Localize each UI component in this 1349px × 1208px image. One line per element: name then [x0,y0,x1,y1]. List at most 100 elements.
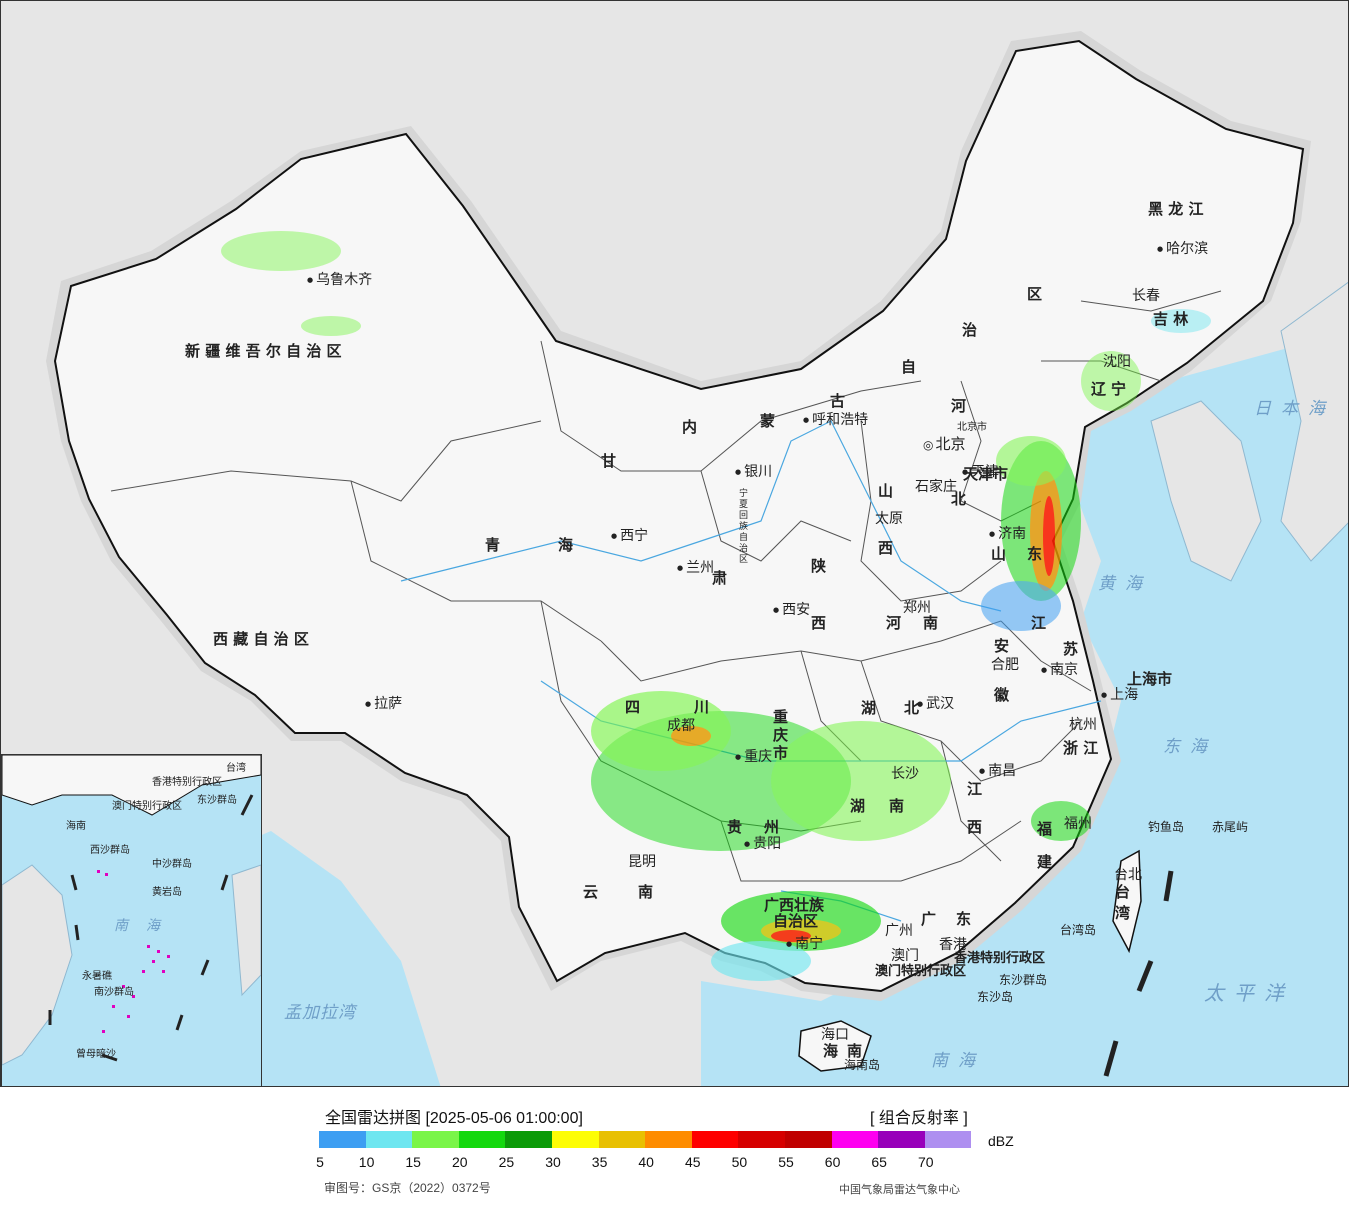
sea-east: 东海 [1163,737,1217,757]
region-guizhou-a: 贵 [727,818,743,836]
legend-swatch [924,1131,972,1148]
city-fuzhou: 福州 [1064,816,1092,832]
city-changsha: 长沙 [891,766,919,782]
region-shanxi-a: 山 [878,482,894,500]
legend-tick-label: 10 [358,1154,375,1170]
inset-label-sea: 南海 [114,918,178,934]
inset-canvas [2,755,261,1066]
legend-swatch [784,1131,832,1148]
city-haikou: 海口 [821,1027,849,1043]
legend-unit: dBZ [988,1133,1014,1149]
city-taibei: 台北 [1114,867,1142,883]
city-wuhan: 武汉 [917,693,954,713]
legend-swatch [551,1131,599,1148]
inset-nine-dash [48,794,254,1062]
legend-tick-label: 20 [452,1154,468,1170]
city-nanchang: 南昌 [979,760,1016,780]
region-guangxi-b: 自治区 [773,912,819,930]
region-hainan-b: 南 [847,1042,863,1060]
south-china-sea-inset: 海南 香港特别行政区 澳门特别行政区 东沙群岛 西沙群岛 中沙群岛 黄岩岛 永暑… [1,754,262,1087]
legend-swatch [738,1131,785,1148]
region-taiwan-a: 台 [1115,883,1131,901]
region-hubei-a: 湖 [861,699,877,717]
legend-product: [ 组合反射率 ] [870,1110,968,1127]
region-shaanxi-a: 陕 [811,557,827,575]
region-neimenggu-d: 自 [901,358,917,376]
region-anhui-a: 安 [994,637,1010,655]
legend-swatch [412,1131,459,1148]
island-diaoyu: 钓鱼岛 [1148,820,1185,834]
city-macau: 澳门 [891,948,919,964]
region-guizhou-b: 州 [764,818,780,836]
legend-tick-label: 35 [591,1154,608,1170]
city-nanjing: 南京 [1041,659,1078,679]
region-hunan-a: 湖 [850,797,866,815]
region-neimenggu-a: 内 [682,418,698,436]
region-hunan-b: 南 [889,797,905,815]
hainan-land [798,1020,872,1072]
sea-japan: 日本海 [1254,399,1335,419]
region-guangdong-a: 广 [921,910,937,928]
inset-islands [97,870,170,1033]
legend-swatch [319,1131,366,1148]
region-anhui-b: 徽 [994,686,1010,704]
city-changchun: 长春 [1132,288,1160,304]
legend-tick-label: 55 [778,1154,794,1170]
legend-swatch [831,1131,879,1148]
inset-label-zhongsha: 中沙群岛 [152,859,192,870]
city-beijing: 北京 [923,433,965,454]
legend-ticks: 5 10 15 20 25 30 35 40 45 50 55 60 65 70 [0,1154,1349,1174]
inset-label-taiwan: 台湾 [226,763,246,774]
legend-swatch [878,1131,925,1148]
city-lhasa: 拉萨 [365,693,402,713]
sea-south: 南海 [931,1051,985,1071]
region-chongqing: 重庆市 [773,708,789,762]
legend-tick-label: 40 [638,1154,654,1170]
region-gansu-a: 甘 [601,452,617,470]
region-jilin: 吉 林 [1153,310,1189,328]
region-guangxi-a: 广西壮族 [764,896,825,914]
region-fujian-a: 福 [1037,820,1053,838]
radar-map: 新 疆 维 吾 尔 自 治 区 西 藏 自 治 区 青 海 甘 肃 内 蒙 古 … [0,0,1349,1087]
island-chiwei: 赤尾屿 [1212,820,1249,834]
region-neimenggu-c: 古 [830,392,846,410]
region-shanxi-b: 西 [878,539,894,557]
radar-echoes [221,231,1211,981]
region-macau: 澳门特别行政区 [875,964,967,979]
city-kunming: 昆明 [628,854,656,870]
legend-tick-label: 15 [405,1154,421,1170]
legend-swatch [458,1131,506,1148]
legend-tick-label: 60 [824,1154,841,1170]
region-xinjiang: 新 疆 维 吾 尔 自 治 区 [185,342,342,360]
legend: 全国雷达拼图 [2025-05-06 01:00:00] [ 组合反射率 ] d… [0,1087,1349,1208]
inset-label-nansha: 南沙群岛 [94,987,134,998]
inset-label-hk: 香港特别行政区 [152,777,222,788]
region-beijing: 北京市 [957,422,987,433]
region-yunnan-a: 云 [583,883,599,901]
city-shijiazhuang: 石家庄 [915,479,957,495]
legend-tick-label: 25 [498,1154,515,1170]
region-jiangsu-a: 江 [1031,614,1047,632]
region-qinghai-b: 海 [558,536,574,554]
region-yunnan-b: 南 [638,883,654,901]
city-shenyang: 沈阳 [1103,354,1131,370]
city-nanning: 南宁 [786,933,823,953]
region-jiangxi-a: 江 [967,780,983,798]
island-taiwan-dao: 台湾岛 [1060,923,1097,937]
maritime-boundary [1103,870,1174,1077]
region-henan-a: 河 [886,614,902,632]
legend-tick-label: 65 [871,1154,887,1170]
korea-land [1150,400,1262,582]
region-liaoning-b: 宁 [1111,380,1127,398]
city-tianjin: 天津 [962,461,999,481]
region-shanghai: 上海市 [1127,670,1173,688]
island-dongsha-dao: 东沙岛 [977,990,1014,1004]
legend-swatch [365,1131,413,1148]
japan-land [1280,281,1348,562]
region-hainan-a: 海 [823,1042,839,1060]
city-huhehaote: 呼和浩特 [803,409,868,429]
inset-label-dongsha: 东沙群岛 [197,795,237,806]
region-taiwan-b: 湾 [1115,904,1131,922]
city-zhengzhou: 郑州 [903,600,931,616]
inset-label-zengmu: 曾母暗沙 [76,1049,116,1060]
